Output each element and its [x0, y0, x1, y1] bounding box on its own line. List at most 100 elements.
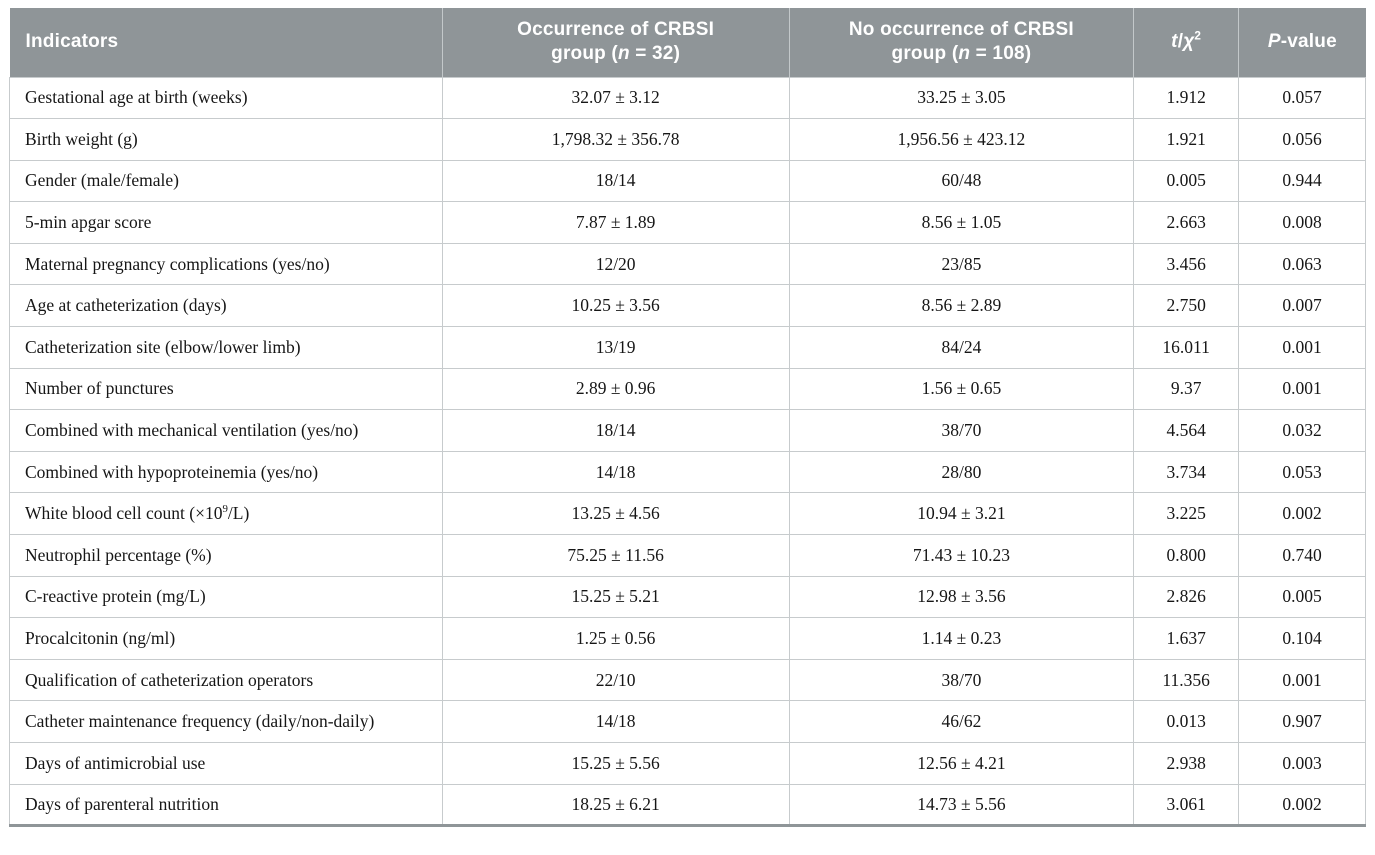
cell-no-occurrence-group-value: 23/85: [788, 242, 1135, 286]
cell-no-occurrence-group-value: 46/62: [788, 700, 1135, 743]
cell-t-chi2-value: 2.750: [1133, 284, 1240, 328]
table-body: Gestational age at birth (weeks) 32.07 ±…: [9, 76, 1366, 826]
cell-indicator: Neutrophil percentage (%): [9, 534, 443, 577]
cell-no-occurrence-group-value: 1.14 ± 0.23: [788, 617, 1135, 660]
cell-no-occurrence-group-value: 28/80: [788, 450, 1135, 494]
cell-occurrence-group-value: 75.25 ± 11.56: [441, 534, 790, 577]
cell-p-value: 0.944: [1238, 159, 1366, 203]
table-row: Catheterization site (elbow/lower limb) …: [9, 326, 1366, 369]
table-row: Gender (male/female) 18/14 60/48 0.005 0…: [9, 159, 1366, 203]
cell-occurrence-group-value: 18/14: [441, 159, 790, 203]
table-row: Combined with mechanical ventilation (ye…: [9, 409, 1366, 452]
table-row: 5-min apgar score 7.87 ± 1.89 8.56 ± 1.0…: [9, 201, 1366, 244]
cell-indicator: Maternal pregnancy complications (yes/no…: [9, 242, 443, 286]
cell-no-occurrence-group-value: 12.56 ± 4.21: [788, 742, 1135, 785]
cell-t-chi2-value: 1.912: [1133, 76, 1240, 120]
table-header: Indicators Occurrence of CRBSI group (n …: [9, 8, 1366, 78]
cell-p-value: 0.056: [1238, 118, 1366, 161]
cell-indicator: Number of punctures: [9, 367, 443, 411]
cell-t-chi2-value: 4.564: [1133, 409, 1240, 452]
cell-no-occurrence-group-value: 60/48: [788, 159, 1135, 203]
cell-t-chi2-value: 16.011: [1133, 326, 1240, 369]
cell-p-value: 0.008: [1238, 201, 1366, 244]
table-row: Catheter maintenance frequency (daily/no…: [9, 700, 1366, 743]
cell-t-chi2-value: 1.921: [1133, 118, 1240, 161]
table-row: Days of antimicrobial use 15.25 ± 5.56 1…: [9, 742, 1366, 785]
cell-t-chi2-value: 3.225: [1133, 492, 1240, 536]
cell-t-chi2-value: 0.005: [1133, 159, 1240, 203]
cell-p-value: 0.001: [1238, 367, 1366, 411]
col-header-no-occurrence-group: No occurrence of CRBSI group (n = 108): [788, 8, 1134, 78]
cell-indicator: Combined with hypoproteinemia (yes/no): [9, 450, 443, 494]
cell-p-value: 0.003: [1238, 742, 1366, 785]
cell-p-value: 0.057: [1238, 76, 1366, 120]
table-row: Maternal pregnancy complications (yes/no…: [9, 242, 1366, 286]
cell-no-occurrence-group-value: 33.25 ± 3.05: [788, 76, 1135, 120]
table-row: White blood cell count (×109/L) 13.25 ± …: [9, 492, 1366, 536]
cell-t-chi2-value: 3.456: [1133, 242, 1240, 286]
cell-t-chi2-value: 0.800: [1133, 534, 1240, 577]
cell-indicator: White blood cell count (×109/L): [9, 492, 443, 536]
cell-no-occurrence-group-value: 1,956.56 ± 423.12: [788, 118, 1135, 161]
cell-indicator: Days of antimicrobial use: [9, 742, 443, 785]
cell-indicator: Combined with mechanical ventilation (ye…: [9, 409, 443, 452]
cell-indicator: Procalcitonin (ng/ml): [9, 617, 443, 660]
cell-indicator: Days of parenteral nutrition: [9, 783, 443, 826]
cell-indicator: C-reactive protein (mg/L): [9, 575, 443, 619]
cell-p-value: 0.005: [1238, 575, 1366, 619]
cell-occurrence-group-value: 15.25 ± 5.21: [441, 575, 790, 619]
cell-occurrence-group-value: 7.87 ± 1.89: [441, 201, 790, 244]
cell-p-value: 0.104: [1238, 617, 1366, 660]
cell-no-occurrence-group-value: 84/24: [788, 326, 1135, 369]
cell-indicator: Gender (male/female): [9, 159, 443, 203]
cell-t-chi2-value: 0.013: [1133, 700, 1240, 743]
cell-occurrence-group-value: 15.25 ± 5.56: [441, 742, 790, 785]
cell-no-occurrence-group-value: 38/70: [788, 658, 1135, 702]
crbsi-comparison-table: Indicators Occurrence of CRBSI group (n …: [9, 8, 1366, 828]
cell-p-value: 0.032: [1238, 409, 1366, 452]
cell-no-occurrence-group-value: 71.43 ± 10.23: [788, 534, 1135, 577]
cell-occurrence-group-value: 32.07 ± 3.12: [441, 76, 790, 120]
cell-indicator: 5-min apgar score: [9, 201, 443, 244]
table-row: Gestational age at birth (weeks) 32.07 ±…: [9, 76, 1366, 120]
cell-occurrence-group-value: 10.25 ± 3.56: [441, 284, 790, 328]
col-header-p-value: P-value: [1238, 8, 1366, 78]
table-row: Number of punctures 2.89 ± 0.96 1.56 ± 0…: [9, 367, 1366, 411]
cell-no-occurrence-group-value: 10.94 ± 3.21: [788, 492, 1135, 536]
cell-no-occurrence-group-value: 12.98 ± 3.56: [788, 575, 1135, 619]
table-row: Qualification of catheterization operato…: [9, 658, 1366, 702]
cell-no-occurrence-group-value: 8.56 ± 2.89: [788, 284, 1135, 328]
cell-t-chi2-value: 9.37: [1133, 367, 1240, 411]
col-header-occurrence-group: Occurrence of CRBSI group (n = 32): [441, 8, 790, 78]
cell-p-value: 0.002: [1238, 492, 1366, 536]
table-row: C-reactive protein (mg/L) 15.25 ± 5.21 1…: [9, 575, 1366, 619]
cell-occurrence-group-value: 18.25 ± 6.21: [441, 783, 790, 826]
table-row: Birth weight (g) 1,798.32 ± 356.78 1,956…: [9, 118, 1366, 161]
cell-t-chi2-value: 11.356: [1133, 658, 1240, 702]
cell-occurrence-group-value: 13.25 ± 4.56: [441, 492, 790, 536]
table-row: Days of parenteral nutrition 18.25 ± 6.2…: [9, 783, 1366, 826]
col-header-t-chi2: t/χ2: [1133, 8, 1239, 78]
cell-indicator: Age at catheterization (days): [9, 284, 443, 328]
cell-t-chi2-value: 3.734: [1133, 450, 1240, 494]
table-row: Procalcitonin (ng/ml) 1.25 ± 0.56 1.14 ±…: [9, 617, 1366, 660]
cell-p-value: 0.001: [1238, 658, 1366, 702]
cell-indicator: Catheter maintenance frequency (daily/no…: [9, 700, 443, 743]
cell-occurrence-group-value: 14/18: [441, 450, 790, 494]
cell-t-chi2-value: 3.061: [1133, 783, 1240, 826]
cell-no-occurrence-group-value: 38/70: [788, 409, 1135, 452]
cell-no-occurrence-group-value: 1.56 ± 0.65: [788, 367, 1135, 411]
cell-occurrence-group-value: 1.25 ± 0.56: [441, 617, 790, 660]
cell-p-value: 0.740: [1238, 534, 1366, 577]
cell-p-value: 0.053: [1238, 450, 1366, 494]
table-row: Combined with hypoproteinemia (yes/no) 1…: [9, 450, 1366, 494]
header-row: Indicators Occurrence of CRBSI group (n …: [9, 8, 1366, 78]
cell-occurrence-group-value: 1,798.32 ± 356.78: [441, 118, 790, 161]
table-row: Neutrophil percentage (%) 75.25 ± 11.56 …: [9, 534, 1366, 577]
cell-t-chi2-value: 2.663: [1133, 201, 1240, 244]
cell-p-value: 0.007: [1238, 284, 1366, 328]
cell-indicator: Qualification of catheterization operato…: [9, 658, 443, 702]
cell-indicator: Catheterization site (elbow/lower limb): [9, 326, 443, 369]
cell-p-value: 0.063: [1238, 242, 1366, 286]
